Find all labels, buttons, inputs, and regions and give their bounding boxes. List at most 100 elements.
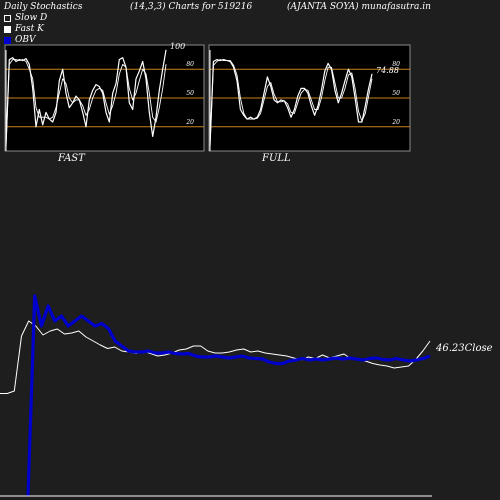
- fast-level-label-20: 20: [185, 119, 194, 126]
- fast-series-0-point: [135, 78, 137, 80]
- full-series-1-point: [371, 78, 373, 80]
- fast-series-1-point: [118, 73, 120, 75]
- fast-series-0-point: [65, 92, 67, 94]
- fast-series-0-point: [158, 89, 160, 91]
- full-series-0-point: [348, 68, 349, 70]
- fast-series-1-point: [78, 99, 80, 101]
- full-series-0-point: [317, 105, 319, 107]
- full-series-0-point: [321, 89, 322, 91]
- fast-series-1-point: [18, 60, 20, 61]
- full-series-1-point: [270, 82, 272, 83]
- full-series-1-point: [351, 72, 353, 74]
- fast-series-1-point: [138, 80, 140, 82]
- fast-series-1-point: [25, 61, 27, 62]
- full-series-1-point: [246, 118, 248, 120]
- fast-series-1-point: [48, 118, 50, 120]
- full-series-0-point: [260, 109, 261, 110]
- full-last-value-label: 74.88: [376, 66, 399, 75]
- fast-series-1-point: [88, 109, 90, 110]
- fast-series-1-point: [115, 92, 117, 94]
- fast-series-0-point: [145, 78, 147, 80]
- full-series-0-point: [213, 61, 214, 62]
- fast-series-1-point: [28, 68, 30, 70]
- fast-series-1-point: [105, 102, 107, 104]
- fast-series-1-point: [152, 116, 154, 118]
- full-series-1-point: [216, 61, 218, 62]
- full-series-0-point: [273, 99, 275, 101]
- full-series-1-point: [229, 60, 231, 61]
- fast-series-1-point: [132, 99, 134, 101]
- fast-series-0-point: [25, 58, 27, 59]
- fast-series-0-point: [85, 126, 87, 128]
- full-series-0-point: [341, 92, 342, 94]
- fast-series-1-point: [125, 66, 127, 68]
- full-series-0-point: [240, 109, 241, 110]
- full-series-0-point: [267, 76, 268, 78]
- fast-series-1-point: [72, 102, 74, 104]
- fast-series-0-point: [155, 116, 157, 118]
- obv-series-line: [26, 294, 431, 497]
- full-series-1-point: [283, 100, 285, 102]
- fast-series-0-point: [75, 95, 77, 97]
- fast-series-1-point: [15, 59, 17, 60]
- full-series-1-point: [297, 102, 299, 104]
- full-series-1-point: [287, 103, 288, 105]
- full-series-1-point: [348, 74, 349, 76]
- full-series-1-point: [219, 59, 221, 60]
- fast-series-1-point: [8, 64, 10, 65]
- fast-series-1-point: [148, 92, 150, 94]
- legend-swatch-slow-d: [4, 14, 11, 22]
- fast-series-0-point: [35, 126, 37, 128]
- full-series-1-point: [314, 109, 315, 110]
- legend-item-obv: OBV: [4, 35, 36, 45]
- full-series-0-point: [263, 92, 265, 94]
- full-series-1-point: [223, 60, 224, 61]
- full-series-1-point: [331, 66, 332, 68]
- fast-series-0-point: [62, 68, 64, 70]
- fast-series-0-point: [152, 136, 154, 137]
- full-series-1-point: [334, 82, 336, 83]
- full-series-0-point: [368, 88, 369, 89]
- fast-series-1-point: [145, 73, 147, 75]
- full-series-0-point: [287, 107, 288, 108]
- full-level-label-50: 50: [392, 90, 400, 97]
- chart-params: (14,3,3) Charts for 519216: [130, 2, 253, 12]
- fast-series-0-point: [148, 112, 150, 113]
- fast-series-1-point: [102, 89, 104, 91]
- close-value-label: 46.23Close: [435, 343, 493, 354]
- fast-series-0-point: [22, 60, 24, 61]
- full-series-0-point: [277, 102, 278, 104]
- full-series-1-point: [236, 74, 238, 76]
- fast-series-0-point: [32, 88, 34, 89]
- full-series-0-point: [310, 105, 312, 107]
- full-series-1-point: [250, 118, 251, 120]
- fast-series-0-point: [102, 92, 104, 94]
- full-series-1-point: [290, 112, 292, 113]
- fast-series-0-point: [52, 121, 54, 123]
- full-series-0-point: [250, 116, 251, 118]
- full-series-1-point: [273, 93, 275, 95]
- fast-series-0-point: [18, 59, 20, 60]
- full-series-1-point: [300, 92, 302, 94]
- fast-series-0-point: [165, 49, 167, 51]
- legend-item-fast-k: Fast K: [4, 24, 44, 34]
- fast-series-1-point: [45, 116, 47, 118]
- full-series-1-point: [256, 117, 258, 119]
- full-series-1-point: [361, 120, 363, 122]
- full-series-1-point: [327, 66, 329, 68]
- fast-series-1-point: [65, 83, 67, 84]
- full-series-0-point: [236, 80, 238, 82]
- full-series-0-point: [351, 76, 353, 78]
- full-series-0-point: [243, 114, 245, 116]
- full-series-1-point: [317, 109, 319, 110]
- fast-series-1-point: [108, 113, 110, 115]
- fast-series-0-point: [82, 112, 84, 113]
- full-series-0-point: [337, 102, 339, 104]
- legend-label-obv: OBV: [15, 35, 36, 45]
- full-series-0-point: [307, 92, 309, 94]
- fast-series-0-point: [38, 109, 40, 110]
- fast-series-0-point: [105, 112, 107, 113]
- full-series-0-point: [300, 88, 302, 89]
- fast-series-0-point: [42, 124, 44, 126]
- fast-series-1-point: [12, 59, 14, 60]
